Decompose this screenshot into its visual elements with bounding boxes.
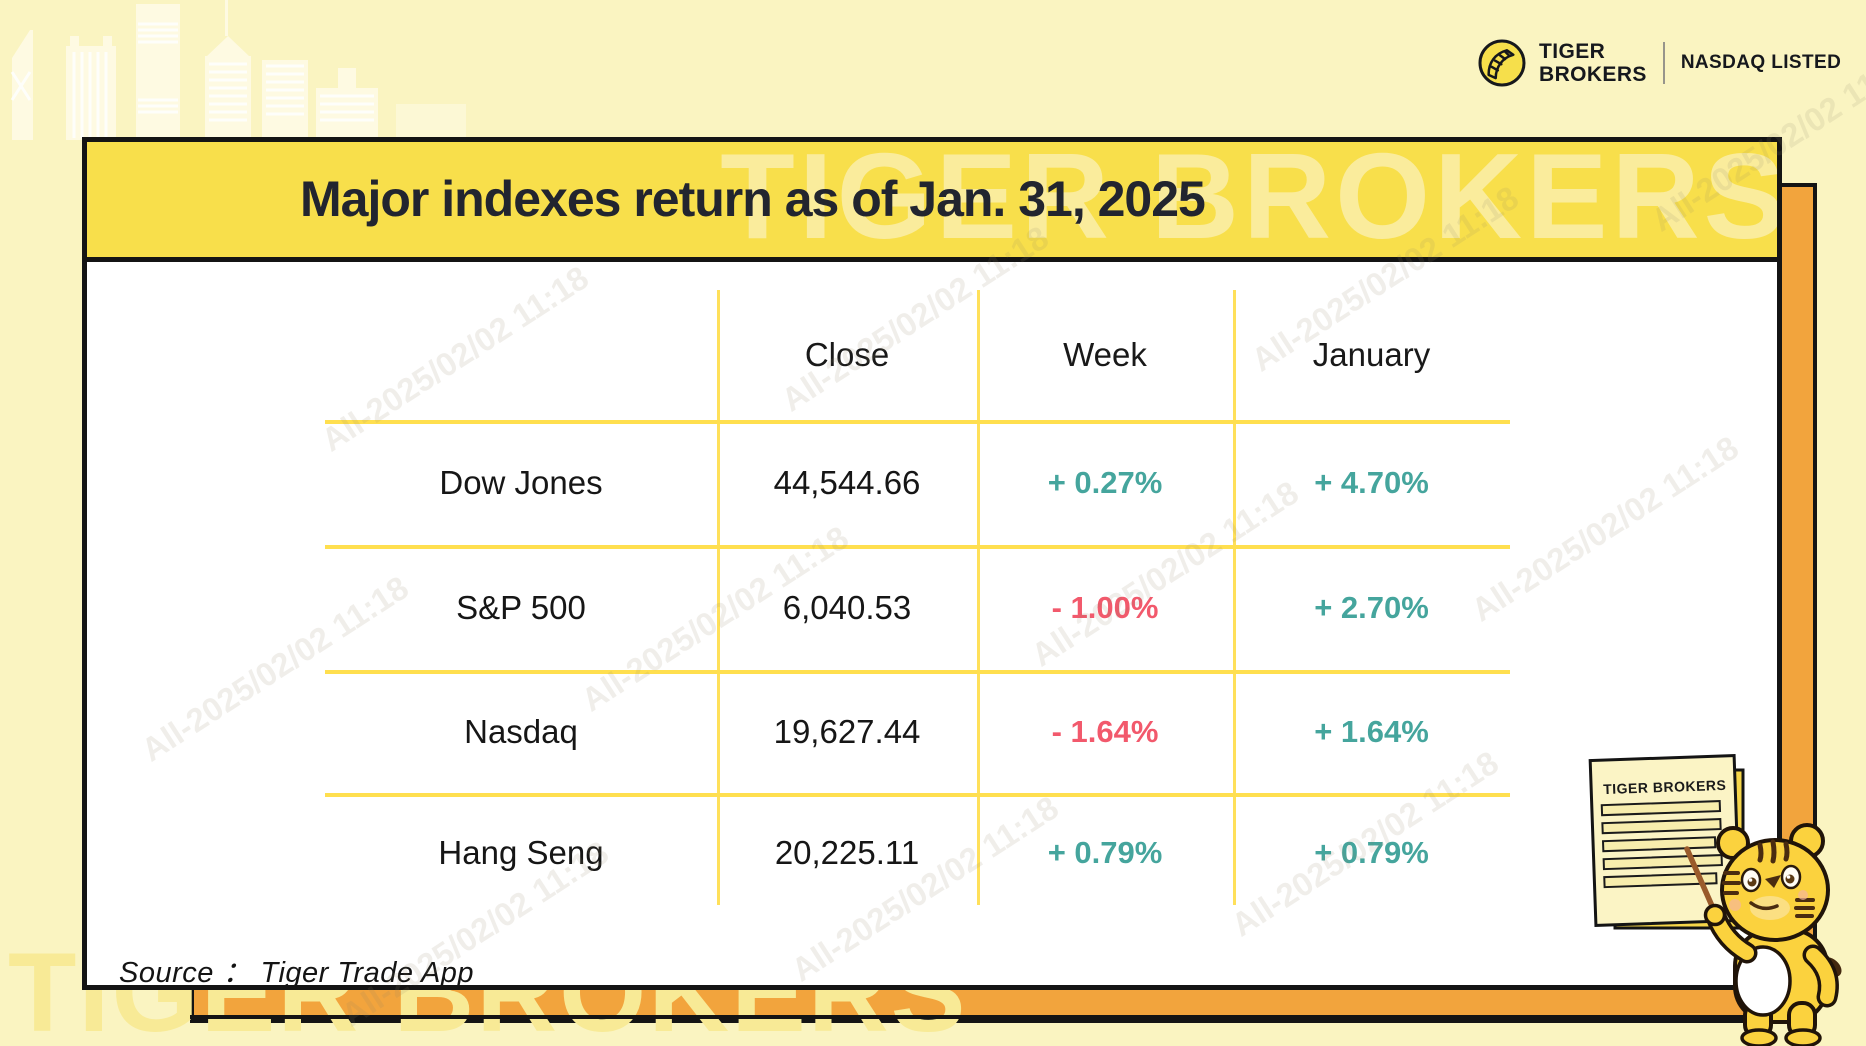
table-row: Dow Jones 44,544.66 + 0.27% + 4.70% [325, 420, 1510, 545]
table-column-divider [1233, 290, 1236, 905]
tiger-body [1703, 903, 1842, 1046]
card-shadow-bottom-border [190, 1015, 1817, 1019]
tiger-brokers-logo-icon [1478, 39, 1526, 87]
week-change: + 0.27% [1047, 464, 1163, 500]
table-row-divider [325, 793, 1510, 797]
header-january: January [1312, 336, 1431, 373]
indexes-table: Close Week January Dow Jones 44,544.66 +… [325, 290, 1510, 913]
index-name: Nasdaq [464, 712, 578, 750]
index-name: S&P 500 [456, 588, 586, 626]
table-row: Nasdaq 19,627.44 - 1.64% + 1.64% [325, 670, 1510, 793]
nasdaq-listed-badge: NASDAQ LISTED [1680, 52, 1842, 73]
skyline-illustration [10, 0, 466, 140]
january-change: + 2.70% [1314, 589, 1429, 625]
table-row-divider [325, 670, 1510, 674]
table-row-divider [325, 420, 1510, 424]
header-week: Week [1063, 336, 1147, 373]
close-value: 6,040.53 [782, 588, 912, 626]
week-change: - 1.00% [1051, 589, 1159, 625]
page-title: Major indexes return as of Jan. 31, 2025 [300, 170, 1206, 227]
source-note: Source ： Tiger Trade App [119, 957, 475, 989]
table-row: S&P 500 6,040.53 - 1.00% + 2.70% [325, 545, 1510, 670]
index-name: Hang Seng [438, 834, 604, 871]
close-value: 19,627.44 [773, 712, 921, 750]
january-change: + 4.70% [1314, 464, 1429, 500]
card-body: Close Week January Dow Jones 44,544.66 +… [87, 262, 1777, 989]
table-header-row: Close Week January [325, 290, 1510, 420]
close-value: 44,544.66 [773, 463, 921, 501]
title-band: TIGER BROKERS Major indexes return as of… [87, 142, 1777, 262]
tiger-head [1716, 823, 1830, 942]
brand-name-line2: BROKERS [1539, 63, 1647, 86]
brand-name: TIGER BROKERS [1539, 40, 1647, 86]
table-column-divider [717, 290, 720, 905]
header-close: Close [804, 336, 890, 373]
title-band-watermark: TIGER BROKERS [720, 142, 1777, 262]
table-row: Hang Seng 20,225.11 + 0.79% + 0.79% [325, 793, 1510, 913]
pointer-stick [1684, 846, 1719, 918]
january-change: + 1.64% [1314, 713, 1429, 749]
week-change: + 0.79% [1047, 835, 1163, 870]
tiger-mascot-illustration: TIGER BROKERS [1588, 753, 1842, 1046]
week-change: - 1.64% [1051, 713, 1159, 749]
close-value: 20,225.11 [774, 834, 920, 871]
table-row-divider [325, 545, 1510, 549]
main-card: TIGER BROKERS Major indexes return as of… [82, 137, 1782, 990]
brand-name-line1: TIGER [1539, 40, 1606, 63]
brand-bar: TIGER BROKERS NASDAQ LISTED [1477, 38, 1841, 88]
report-title: TIGER BROKERS [1603, 777, 1727, 797]
index-name: Dow Jones [439, 463, 603, 501]
january-change: + 0.79% [1314, 835, 1429, 870]
brand-divider [1662, 42, 1665, 84]
table-column-divider [977, 290, 980, 905]
